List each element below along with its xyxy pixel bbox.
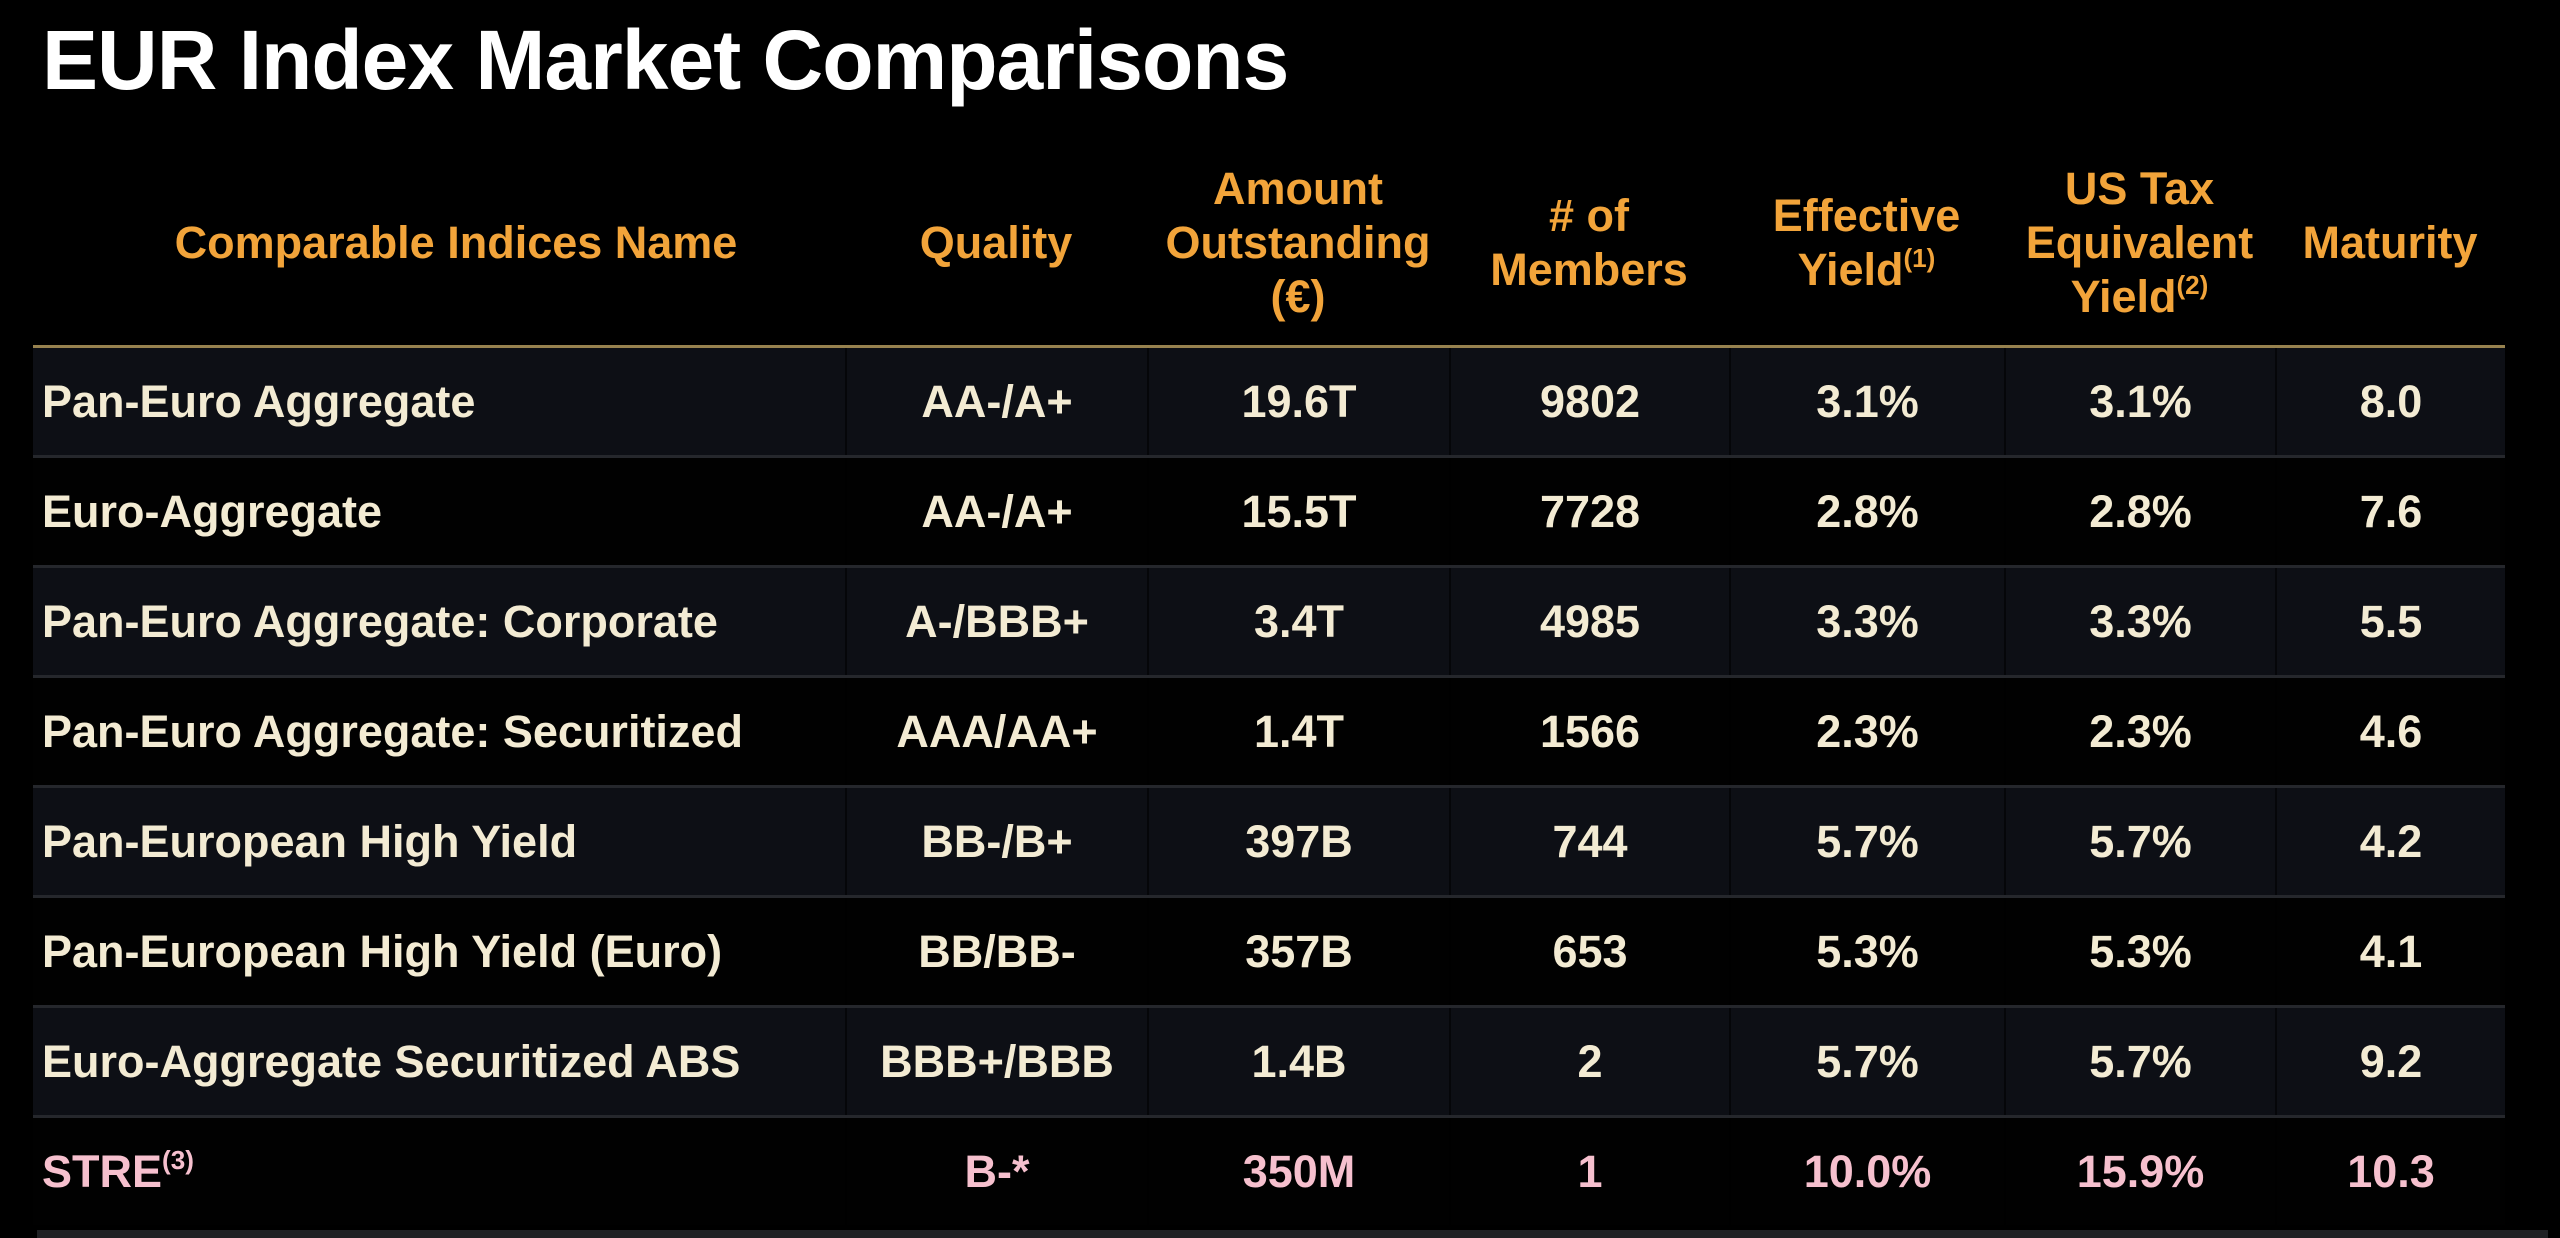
cell-members: 7728 xyxy=(1449,458,1729,565)
comparison-table: Comparable Indices Name Quality Amount O… xyxy=(33,140,2505,1225)
header-maturity: Maturity xyxy=(2302,216,2478,268)
cell-quality: BBB+/BBB xyxy=(845,1008,1147,1115)
cell-effective-yield: 3.3% xyxy=(1729,568,2004,675)
table-row: Pan-European High Yield (Euro) BB/BB- 35… xyxy=(33,895,2505,1005)
cell-index-name: Pan-Euro Aggregate: Corporate xyxy=(42,595,718,647)
cell-members: 9802 xyxy=(1449,348,1729,455)
table-row: Pan-Euro Aggregate AA-/A+ 19.6T 9802 3.1… xyxy=(33,348,2505,455)
cell-effective-yield: 5.7% xyxy=(1729,788,2004,895)
cell-effective-yield: 2.8% xyxy=(1729,458,2004,565)
cell-index-name: Pan-European High Yield (Euro) xyxy=(42,925,723,977)
cell-us-tax-equivalent-yield: 3.1% xyxy=(2004,348,2275,455)
cell-quality: AA-/A+ xyxy=(845,458,1147,565)
header-us-tax-equivalent-yield: US Tax Equivalent Yield(2) xyxy=(2025,162,2254,322)
header-num-members: # of Members xyxy=(1490,189,1688,295)
cell-us-tax-equivalent-yield: 2.3% xyxy=(2004,678,2275,785)
cell-members: 1566 xyxy=(1449,678,1729,785)
table-row: Pan-Euro Aggregate: Securitized AAA/AA+ … xyxy=(33,675,2505,785)
cell-index-name: Pan-Euro Aggregate: Securitized xyxy=(42,705,743,757)
header-amount-outstanding: Amount Outstanding (€) xyxy=(1165,162,1431,322)
cell-amount-outstanding: 15.5T xyxy=(1147,458,1449,565)
cell-us-tax-equivalent-yield: 2.8% xyxy=(2004,458,2275,565)
cell-effective-yield: 2.3% xyxy=(1729,678,2004,785)
cell-members: 4985 xyxy=(1449,568,1729,675)
footnote-marker-1: (1) xyxy=(1903,243,1936,274)
table-header-row: Comparable Indices Name Quality Amount O… xyxy=(33,140,2505,345)
cell-effective-yield: 5.7% xyxy=(1729,1008,2004,1115)
cell-us-tax-equivalent-yield: 3.3% xyxy=(2004,568,2275,675)
cell-amount-outstanding: 19.6T xyxy=(1147,348,1449,455)
cell-effective-yield: 3.1% xyxy=(1729,348,2004,455)
table-row: Pan-European High Yield BB-/B+ 397B 744 … xyxy=(33,785,2505,895)
table-row: Euro-Aggregate Securitized ABS BBB+/BBB … xyxy=(33,1005,2505,1115)
header-comparable-indices-name: Comparable Indices Name xyxy=(174,216,738,268)
cell-amount-outstanding: 1.4B xyxy=(1147,1008,1449,1115)
cell-quality: BB-/B+ xyxy=(845,788,1147,895)
cell-us-tax-equivalent-yield: 5.7% xyxy=(2004,788,2275,895)
cell-amount-outstanding: 3.4T xyxy=(1147,568,1449,675)
cell-maturity: 5.5 xyxy=(2275,568,2505,675)
cell-quality: BB/BB- xyxy=(845,898,1147,1005)
cell-maturity: 7.6 xyxy=(2275,458,2505,565)
bottom-edge-strip xyxy=(37,1230,2548,1238)
cell-index-name: Pan-Euro Aggregate xyxy=(42,375,476,427)
cell-maturity: 8.0 xyxy=(2275,348,2505,455)
cell-members: 744 xyxy=(1449,788,1729,895)
cell-amount-outstanding: 1.4T xyxy=(1147,678,1449,785)
cell-amount-outstanding: 350M xyxy=(1147,1118,1449,1225)
header-quality: Quality xyxy=(919,216,1073,268)
cell-members: 653 xyxy=(1449,898,1729,1005)
cell-maturity: 9.2 xyxy=(2275,1008,2505,1115)
cell-quality: AA-/A+ xyxy=(845,348,1147,455)
footnote-marker-3: (3) xyxy=(162,1145,194,1176)
cell-index-name: STRE(3) xyxy=(42,1145,194,1197)
table-row: Pan-Euro Aggregate: Corporate A-/BBB+ 3.… xyxy=(33,565,2505,675)
cell-amount-outstanding: 357B xyxy=(1147,898,1449,1005)
page-title: EUR Index Market Comparisons xyxy=(42,13,1289,107)
cell-members: 2 xyxy=(1449,1008,1729,1115)
table-row-stre: STRE(3) B-* 350M 1 10.0% 15.9% 10.3 xyxy=(33,1115,2505,1225)
cell-quality: AAA/AA+ xyxy=(845,678,1147,785)
table-body: Pan-Euro Aggregate AA-/A+ 19.6T 9802 3.1… xyxy=(33,348,2505,1225)
cell-quality: B-* xyxy=(845,1118,1147,1225)
cell-index-name: Euro-Aggregate Securitized ABS xyxy=(42,1035,741,1087)
cell-us-tax-equivalent-yield: 5.7% xyxy=(2004,1008,2275,1115)
cell-members: 1 xyxy=(1449,1118,1729,1225)
table-row: Euro-Aggregate AA-/A+ 15.5T 7728 2.8% 2.… xyxy=(33,455,2505,565)
cell-index-name: Euro-Aggregate xyxy=(42,485,383,537)
cell-index-name: Pan-European High Yield xyxy=(42,815,578,867)
cell-maturity: 10.3 xyxy=(2275,1118,2505,1225)
cell-quality: A-/BBB+ xyxy=(845,568,1147,675)
header-divider-rule xyxy=(33,345,2505,348)
footnote-marker-2: (2) xyxy=(2176,270,2209,301)
cell-amount-outstanding: 397B xyxy=(1147,788,1449,895)
cell-effective-yield: 10.0% xyxy=(1729,1118,2004,1225)
cell-maturity: 4.1 xyxy=(2275,898,2505,1005)
cell-effective-yield: 5.3% xyxy=(1729,898,2004,1005)
cell-maturity: 4.2 xyxy=(2275,788,2505,895)
header-effective-yield: Effective Yield(1) xyxy=(1772,189,1961,295)
cell-us-tax-equivalent-yield: 15.9% xyxy=(2004,1118,2275,1225)
cell-us-tax-equivalent-yield: 5.3% xyxy=(2004,898,2275,1005)
cell-maturity: 4.6 xyxy=(2275,678,2505,785)
